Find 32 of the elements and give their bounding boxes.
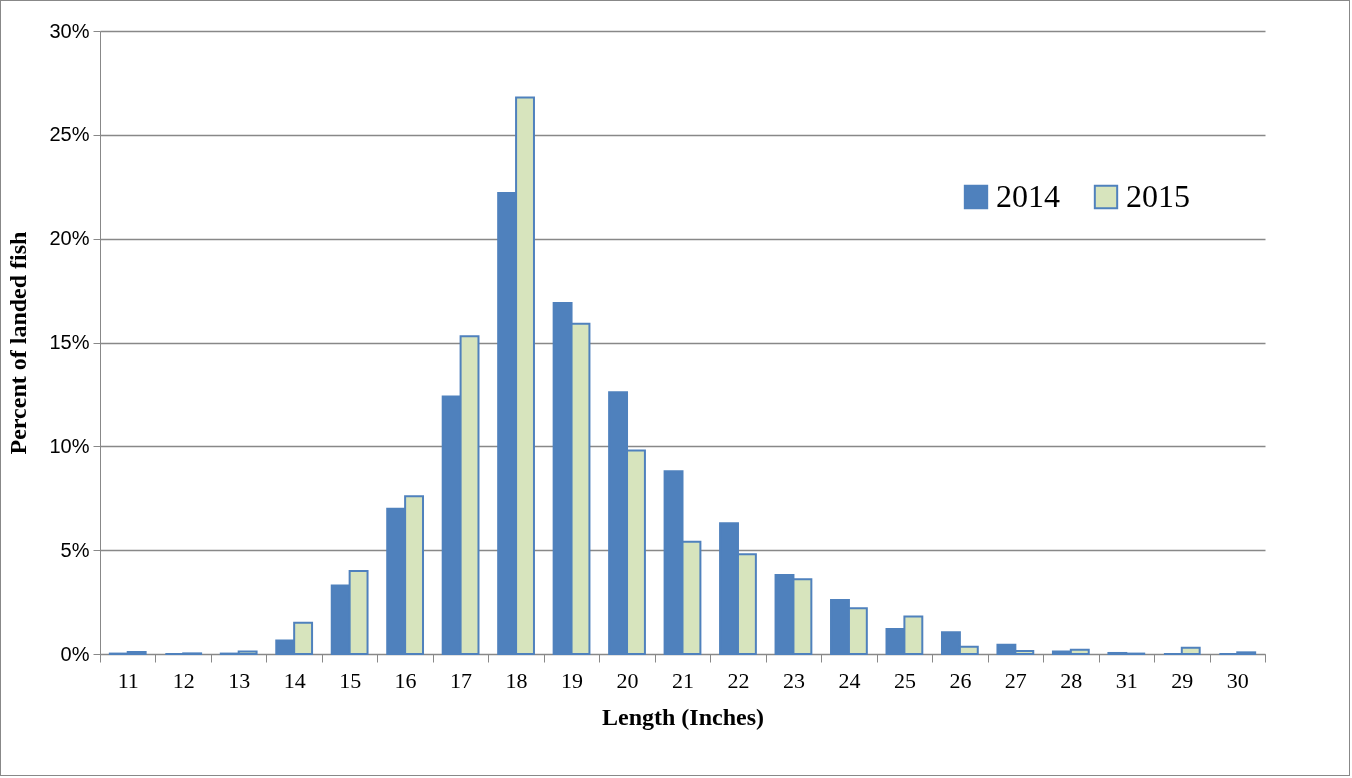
- x-tick-label: 18: [505, 667, 528, 693]
- x-tick-label: 17: [450, 667, 473, 693]
- x-tick-label: 12: [172, 667, 195, 693]
- x-tick-label: 20: [616, 667, 639, 693]
- x-tick-label: 26: [949, 667, 972, 693]
- x-tick-label: 19: [561, 667, 584, 693]
- y-tick-label: 20%: [49, 227, 90, 250]
- legend-label: 2014: [996, 178, 1060, 214]
- x-tick-label: 29: [1171, 667, 1194, 693]
- y-tick-label: 0%: [60, 642, 90, 665]
- x-tick-label: 25: [893, 667, 916, 693]
- x-tick-label: 27: [1004, 667, 1027, 693]
- x-tick-label: 13: [228, 667, 251, 693]
- x-tick-label: 14: [283, 667, 306, 693]
- x-axis-title: Length (Inches): [601, 703, 765, 730]
- x-tick-label: 15: [339, 667, 362, 693]
- y-axis-title: Percent of landed fish: [5, 231, 32, 455]
- x-tick-label: 24: [838, 667, 861, 693]
- x-tick-label: 11: [117, 667, 139, 693]
- x-tick-label: 23: [782, 667, 805, 693]
- y-tick-label: 25%: [49, 123, 90, 146]
- legend-label: 2015: [1126, 178, 1190, 214]
- y-tick-label: 30%: [49, 19, 90, 42]
- y-tick-label: 15%: [49, 331, 90, 353]
- x-tick-label: 31: [1115, 667, 1138, 693]
- y-tick-label: 10%: [49, 434, 90, 457]
- x-tick-label: 22: [727, 667, 750, 693]
- y-tick-label: 5%: [60, 538, 90, 561]
- x-tick-label: 30: [1226, 667, 1249, 693]
- x-tick-label: 16: [394, 667, 417, 693]
- x-tick-label: 28: [1060, 667, 1083, 693]
- x-tick-label: 21: [672, 667, 694, 693]
